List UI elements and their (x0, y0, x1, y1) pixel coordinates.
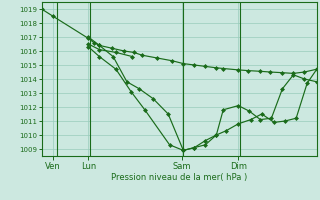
X-axis label: Pression niveau de la mer( hPa ): Pression niveau de la mer( hPa ) (111, 173, 247, 182)
